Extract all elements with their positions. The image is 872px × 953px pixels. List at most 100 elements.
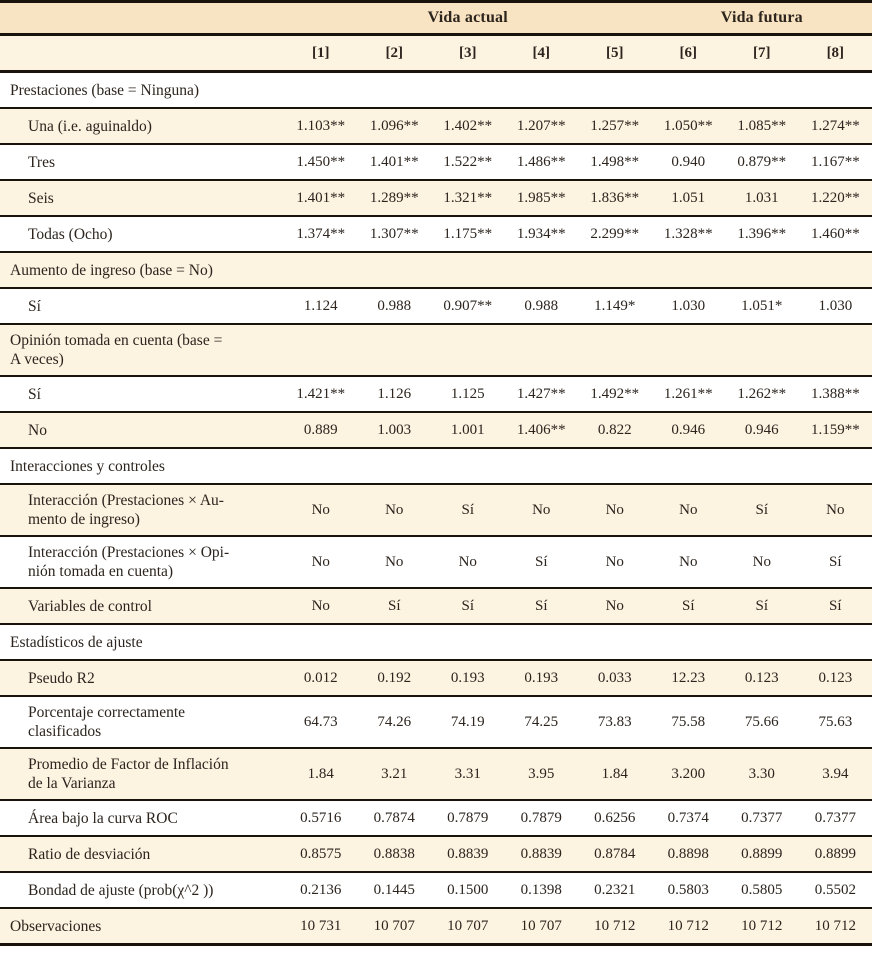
cell-value: 1.934**	[516, 225, 566, 242]
cell-value: 1.159**	[810, 421, 860, 438]
cell-value: 0.889	[303, 421, 338, 438]
cell-value: 0.8899	[814, 845, 856, 862]
cell-value: Sí	[534, 597, 548, 614]
group-header-spacer	[0, 2, 284, 35]
data-row: Una (i.e. aguinaldo) 1.103** 1.096** 1.402*…	[0, 108, 872, 144]
section-spacer	[284, 324, 872, 376]
row-label: Sí	[28, 297, 41, 315]
row-label: Interacción (Prestaciones × Opi- nión to…	[28, 544, 230, 580]
column-header-3: [3]	[459, 44, 477, 61]
cell-value: 1.050**	[663, 117, 713, 134]
group-header-vida-actual: Vida actual	[427, 9, 508, 26]
cell-value: 0.1500	[447, 881, 489, 898]
cell-value: 3.94	[822, 765, 849, 782]
row-label: Variables de control	[28, 597, 152, 615]
cell-value: Sí	[829, 597, 842, 614]
cell-value: No	[532, 501, 551, 518]
section-label: Opinión tomada en cuenta (base = A veces…	[10, 332, 223, 368]
cell-value: Sí	[829, 553, 842, 570]
cell-value: Sí	[461, 501, 474, 518]
row-label: Sí	[28, 385, 41, 403]
cell-value: 1.492**	[590, 385, 640, 402]
data-row: Pseudo R2 0.012 0.192 0.193 0.193 0.033 12.23 0…	[0, 660, 872, 696]
cell-value: 74.25	[524, 713, 559, 730]
cell-value: 1.522**	[443, 153, 493, 170]
data-row: Interacción (Prestaciones × Opi- nión to…	[0, 536, 872, 588]
cell-value: 1.498**	[590, 153, 640, 170]
cell-value: No	[311, 553, 330, 570]
cell-value: 0.8838	[373, 845, 415, 862]
cell-value: 1.421**	[296, 385, 346, 402]
cell-value: 1.262**	[737, 385, 787, 402]
cell-value: 1.450**	[296, 153, 346, 170]
column-header-6: [6]	[679, 44, 698, 61]
data-row: Área bajo la curva ROC 0.5716 0.7874 0.7879…	[0, 800, 872, 836]
cell-value: 1.289**	[369, 189, 419, 206]
cell-value: 0.5805	[741, 881, 783, 898]
data-row: Interacción (Prestaciones × Au- mento de…	[0, 484, 872, 536]
cell-value: 0.123	[744, 669, 779, 686]
cell-value: No	[311, 597, 330, 614]
cell-value: 1.124	[303, 297, 338, 314]
cell-value: 0.7879	[447, 809, 489, 826]
section-label: Estadísticos de ajuste	[10, 633, 143, 651]
column-header-5: [5]	[606, 44, 624, 61]
section-spacer	[284, 72, 872, 109]
cell-value: 10 712	[814, 917, 856, 934]
column-group-header-row: Vida actual Vida futura	[0, 1, 872, 35]
cell-value: 1.307**	[369, 225, 419, 242]
cell-value: 1.030	[671, 297, 706, 314]
cell-value: 0.946	[744, 421, 779, 438]
cell-value: 1.84	[601, 765, 628, 782]
row-label: Bondad de ajuste (prob(χ^2 ))	[28, 881, 214, 899]
cell-value: 3.95	[528, 765, 555, 782]
section-row: Opinión tomada en cuenta (base = A veces…	[0, 324, 872, 376]
cell-value: 1.220**	[810, 189, 860, 206]
cell-value: 1.096**	[369, 117, 419, 134]
cell-value: 1.175**	[443, 225, 493, 242]
cell-value: 1.051*	[741, 297, 783, 314]
cell-value: 1.167**	[810, 153, 860, 170]
cell-value: 1.003	[377, 421, 412, 438]
cell-value: Sí	[682, 597, 695, 614]
row-label: Pseudo R2	[28, 669, 95, 687]
cell-value: 0.123	[818, 669, 853, 686]
cell-value: 0.193	[524, 669, 559, 686]
row-label: Una (i.e. aguinaldo)	[28, 117, 152, 135]
row-label: Interacción (Prestaciones × Au- mento de…	[28, 492, 224, 528]
data-row: Seis 1.401** 1.289** 1.321** 1.985** 1.836** 1…	[0, 180, 872, 216]
cell-value: 3.21	[381, 765, 408, 782]
section-label: Aumento de ingreso (base = No)	[10, 261, 213, 279]
data-row: Porcentaje correctamente clasificados 64.…	[0, 696, 872, 748]
cell-value: 3.30	[748, 765, 775, 782]
cell-value: No	[679, 553, 698, 570]
cell-value: No	[752, 553, 771, 570]
cell-value: 0.879**	[737, 153, 787, 170]
data-row: Promedio de Factor de Inflación de la Va…	[0, 748, 872, 800]
row-label: Promedio de Factor de Inflación de la Va…	[28, 756, 229, 792]
cell-value: 1.460**	[810, 225, 860, 242]
cell-value: 0.2321	[594, 881, 636, 898]
cell-value: 0.7374	[667, 809, 709, 826]
cell-value: 74.26	[377, 713, 412, 730]
cell-value: 1.396**	[737, 225, 787, 242]
cell-value: 1.836**	[590, 189, 640, 206]
cell-value: 10 707	[520, 917, 562, 934]
cell-value: 1.103**	[296, 117, 346, 134]
column-header-8: [8]	[826, 44, 845, 61]
cell-value: 1.001	[450, 421, 485, 438]
cell-value: 1.085**	[737, 117, 787, 134]
cell-value: 0.940	[671, 153, 706, 170]
cell-value: 0.7879	[520, 809, 562, 826]
cell-value: 10 731	[300, 917, 342, 934]
cell-value: 1.207**	[516, 117, 566, 134]
cell-value: 0.1445	[373, 881, 415, 898]
cell-value: 0.8839	[520, 845, 562, 862]
cell-value: 0.8898	[667, 845, 709, 862]
data-row: Variables de control No Sí Sí Sí No Sí Sí Sí	[0, 588, 872, 624]
cell-value: 75.63	[818, 713, 853, 730]
cell-value: 10 712	[667, 917, 709, 934]
cell-value: 0.6256	[594, 809, 636, 826]
cell-value: No	[385, 553, 404, 570]
